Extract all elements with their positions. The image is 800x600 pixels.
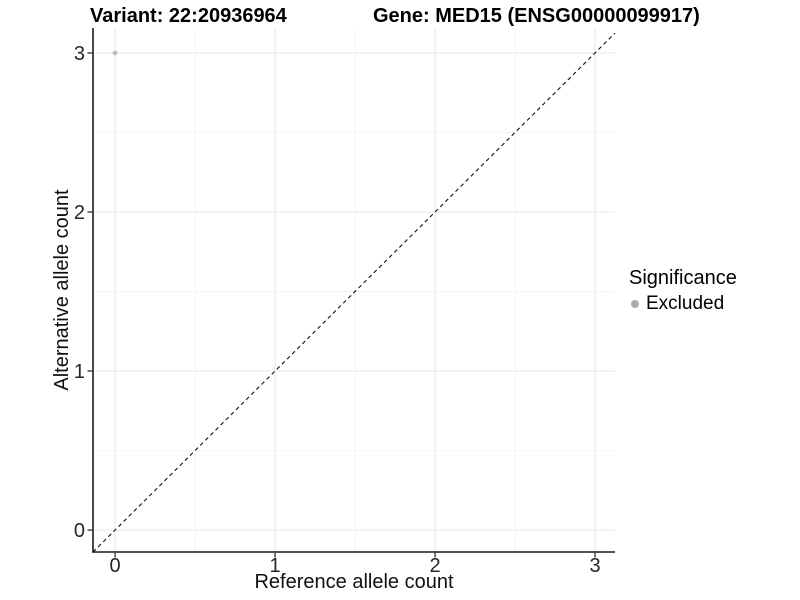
identity-line xyxy=(92,32,616,553)
legend: Significance Excluded xyxy=(629,267,737,315)
plot-title-gene: Gene: MED15 (ENSG00000099917) xyxy=(373,5,700,27)
plot-title-variant: Variant: 22:20936964 xyxy=(90,5,287,27)
legend-item-excluded: Excluded xyxy=(629,293,737,315)
legend-title: Significance xyxy=(629,267,737,289)
y-tick-label: 0 xyxy=(74,520,85,542)
x-axis-title: Reference allele count xyxy=(254,571,454,593)
y-tick-label: 1 xyxy=(74,361,85,383)
x-tick-label: 1 xyxy=(269,555,280,577)
excluded-point-icon xyxy=(631,300,639,308)
data-point xyxy=(112,50,118,56)
y-axis-title: Alternative allele count xyxy=(51,189,73,391)
y-tick-label: 2 xyxy=(74,202,85,224)
y-tick-label: 3 xyxy=(74,43,85,65)
legend-item-label: Excluded xyxy=(646,293,725,314)
x-tick-label: 3 xyxy=(589,555,600,577)
x-tick-label: 0 xyxy=(110,555,121,577)
x-tick-label: 2 xyxy=(429,555,440,577)
